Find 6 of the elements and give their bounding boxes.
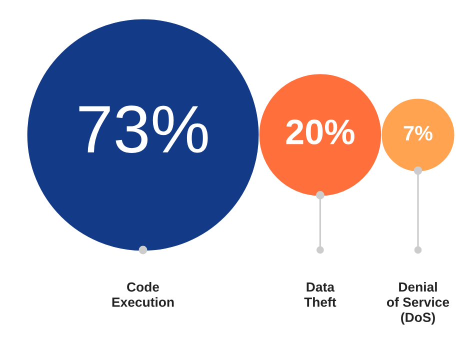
category-label: Data Theft (304, 282, 336, 307)
data-label: 20% (286, 120, 354, 144)
data-label: 73% (79, 106, 208, 154)
category-label: Denial of Service (DoS) (386, 282, 450, 325)
category-label: Code Execution (112, 282, 174, 307)
data-label: 7% (404, 126, 432, 141)
